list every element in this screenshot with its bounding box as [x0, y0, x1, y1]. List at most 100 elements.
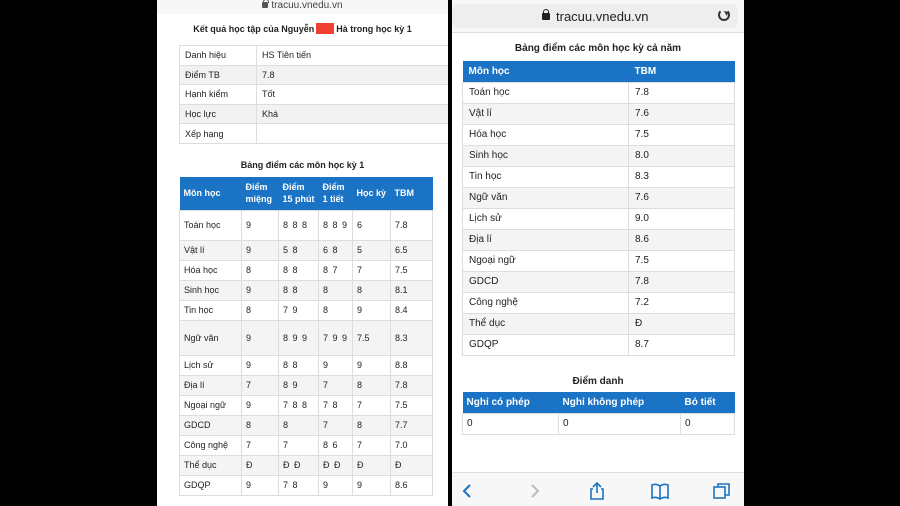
summary-value: [256, 123, 448, 144]
table-cell: 8.6: [390, 474, 433, 496]
table-row: Ngữ văn 7.6: [462, 186, 735, 209]
table-row: Thể dục Đ: [462, 312, 735, 335]
table-cell: 7.2: [628, 291, 735, 314]
share-icon[interactable]: [587, 481, 607, 501]
table-cell: 7 9 9: [318, 319, 353, 356]
table-cell: 8.4: [390, 299, 433, 321]
reload-icon[interactable]: [718, 9, 730, 21]
table-cell: 8 9: [278, 374, 319, 396]
table-cell: 7.8: [390, 209, 433, 241]
table-cell: 8 9 9: [278, 319, 319, 356]
bookmarks-icon[interactable]: [650, 481, 670, 501]
lock-icon: [262, 0, 270, 8]
table-cell: 9: [318, 354, 353, 376]
table-cell: 8.3: [628, 165, 735, 188]
back-icon[interactable]: [458, 481, 478, 501]
summary-row: Hạnh kiểm Tốt: [179, 84, 448, 105]
table-cell: Công nghệ: [462, 291, 629, 314]
column-header: Điểm 1 tiết: [318, 177, 353, 210]
tabs-icon[interactable]: [712, 481, 732, 501]
table-cell: 7.6: [628, 186, 735, 209]
table-row: Lịch sử 9.0: [462, 207, 735, 230]
table-cell: 8: [318, 299, 353, 321]
table-cell: 7 8: [318, 394, 353, 416]
summary-row: Danh hiệu HS Tiên tiến: [179, 45, 448, 66]
table-row: GDCD 8 8 7 8 7.7: [179, 414, 433, 436]
table-cell: 7.8: [628, 270, 735, 293]
table-cell: Đ: [241, 454, 279, 476]
table-cell: 7: [352, 394, 391, 416]
table-cell: 8.6: [628, 228, 735, 251]
summary-label: Học lực: [179, 103, 257, 125]
table-cell: 8 7: [318, 259, 353, 281]
column-header: Bỏ tiết: [680, 392, 735, 413]
url-text: tracuu.vnedu.vn: [271, 0, 343, 11]
column-header: Môn học: [462, 61, 629, 82]
table-cell: Đ: [352, 454, 391, 476]
table-cell: 8.7: [628, 333, 735, 356]
attendance-value: 0: [462, 412, 559, 435]
table-cell: 7 9: [278, 299, 319, 321]
summary-label: Xếp hạng: [179, 123, 257, 144]
address-bar[interactable]: tracuu.vnedu.vn: [157, 0, 448, 14]
table-cell: Vật lí: [179, 239, 242, 261]
table-cell: 9: [241, 239, 279, 261]
table-cell: Vật lí: [462, 102, 629, 125]
table-cell: 8 8: [278, 354, 319, 376]
table-cell: 8: [352, 414, 391, 436]
table-cell: Địa lí: [179, 374, 242, 396]
table-cell: Thể dục: [462, 312, 629, 335]
table-cell: Hóa học: [462, 123, 629, 146]
table-cell: 8: [241, 259, 279, 281]
summary-label: Hạnh kiểm: [179, 84, 257, 105]
table-cell: Ngoại ngữ: [462, 249, 629, 272]
table-cell: 7: [352, 259, 391, 281]
table-cell: Toán học: [462, 81, 629, 104]
table-cell: Tin học: [462, 165, 629, 188]
table-cell: 7.0: [390, 434, 433, 456]
table-row: Vật lí 7.6: [462, 102, 735, 125]
table-cell: 7.8: [628, 81, 735, 104]
table-cell: 7: [318, 414, 353, 436]
table-cell: Ngoại ngữ: [179, 394, 242, 416]
table-row: Tin học 8.3: [462, 165, 735, 188]
table-cell: Đ: [390, 454, 433, 476]
table-cell: 8.0: [628, 144, 735, 167]
table-cell: 8: [241, 299, 279, 321]
table-cell: Đ: [628, 312, 735, 335]
left-phone-screen: tracuu.vnedu.vn Kết quả học tập của Nguy…: [157, 0, 448, 506]
redacted-name-box: [316, 23, 335, 34]
table-cell: 5 8: [278, 239, 319, 261]
table-row: Sinh học 8.0: [462, 144, 735, 167]
table-cell: 9: [352, 299, 391, 321]
table-cell: 6 8: [318, 239, 353, 261]
table-cell: 9: [352, 474, 391, 496]
table-cell: Ngữ văn: [179, 319, 242, 356]
table-row: Địa lí 8.6: [462, 228, 735, 251]
table-cell: 8 8: [278, 259, 319, 281]
browser-bar: tracuu.vnedu.vn: [452, 0, 744, 33]
table-cell: 8: [241, 414, 279, 436]
table-row: GDQP 8.7: [462, 333, 735, 356]
table-cell: 8: [318, 279, 353, 301]
table-cell: Ngữ văn: [462, 186, 629, 209]
table-cell: 5: [352, 239, 391, 261]
attendance-value: 0: [680, 412, 735, 435]
table-cell: Sinh học: [179, 279, 242, 301]
table-cell: Lịch sử: [462, 207, 629, 230]
forward-icon[interactable]: [524, 481, 544, 501]
table-cell: 8.3: [390, 319, 433, 356]
table-cell: 9: [241, 354, 279, 376]
address-bar[interactable]: tracuu.vnedu.vn: [452, 4, 738, 28]
table-cell: 7: [278, 434, 319, 456]
table-cell: 9: [241, 319, 279, 356]
table-cell: 8: [352, 374, 391, 396]
table-cell: 7.8: [390, 374, 433, 396]
table-cell: 8: [352, 279, 391, 301]
table-cell: 9.0: [628, 207, 735, 230]
attendance-title: Điểm danh: [572, 376, 624, 387]
summary-value: Khá: [256, 103, 448, 125]
table-cell: 8 6: [318, 434, 353, 456]
